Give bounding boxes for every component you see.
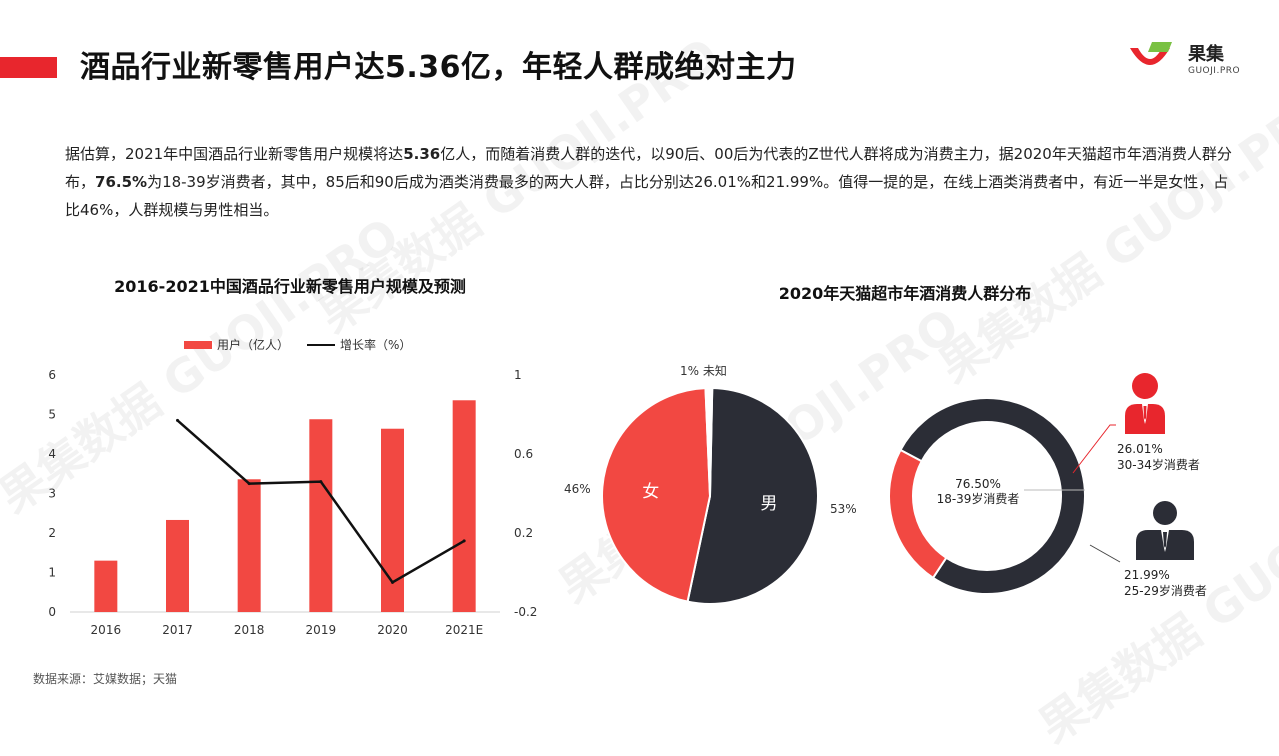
logo-text: 果集 bbox=[1188, 44, 1224, 65]
legend-label: 用户（亿人） bbox=[217, 338, 290, 352]
bar-chart-title: 2016-2021中国酒品行业新零售用户规模及预测 bbox=[114, 277, 466, 296]
pie-value-label: 53% bbox=[830, 502, 857, 516]
x-tick-label: 2021E bbox=[445, 623, 483, 637]
logo-icon bbox=[1130, 42, 1172, 65]
page-title: 酒品行业新零售用户达5.36亿，年轻人群成绝对主力 bbox=[80, 50, 797, 85]
intro-paragraph: 据估算，2021年中国酒品行业新零售用户规模将达5.36亿人，而随着消费人群的迭… bbox=[65, 140, 1240, 224]
growth-rate-point bbox=[319, 480, 323, 484]
legend-label: 增长率（%） bbox=[340, 338, 412, 352]
growth-rate-point bbox=[391, 580, 394, 584]
annotation-value: 21.99% bbox=[1124, 568, 1170, 582]
growth-rate-point bbox=[247, 482, 251, 486]
data-source: 数据来源：艾媒数据；天猫 bbox=[33, 672, 178, 686]
bar-2021E bbox=[452, 400, 476, 612]
x-tick-label: 2019 bbox=[306, 623, 337, 637]
x-tick-label: 2018 bbox=[234, 623, 265, 637]
pie-value-label: 1% 未知 bbox=[680, 364, 727, 378]
accent-bar bbox=[0, 57, 57, 78]
bar-2020 bbox=[381, 428, 404, 612]
x-tick-label: 2016 bbox=[91, 623, 122, 637]
donut-center-value: 76.50% bbox=[955, 477, 1001, 491]
bar-2016 bbox=[94, 560, 118, 612]
person-red-icon bbox=[1125, 373, 1165, 434]
pie-slice-未知 bbox=[704, 387, 714, 497]
intro-highlight: 5.36 bbox=[403, 145, 441, 163]
pie-slice-label: 男 bbox=[761, 494, 778, 514]
y-tick-label: 5 bbox=[48, 408, 56, 422]
pie-chart: 男 女 53% 46% 1% 未知 76.50%18-39岁消费者 26.01%30-34岁… bbox=[564, 364, 1207, 605]
growth-rate-point bbox=[462, 539, 466, 543]
bar-2019 bbox=[309, 419, 333, 612]
x-tick-label: 2020 bbox=[377, 623, 408, 637]
donut-segment bbox=[888, 448, 948, 580]
intro-highlight: 76.5% bbox=[95, 173, 148, 191]
annotation-value: 26.01% bbox=[1117, 442, 1163, 456]
y-tick-label: 4 bbox=[48, 447, 56, 461]
y2-tick-label: 0.6 bbox=[514, 447, 533, 461]
annotation-label: 25-29岁消费者 bbox=[1124, 583, 1207, 598]
y-tick-label: 0 bbox=[48, 605, 56, 619]
intro-text: 据估算，2021年中国酒品行业新零售用户规模将达 bbox=[65, 145, 404, 163]
annotation-leader-line bbox=[1089, 544, 1121, 563]
logo-subtext: GUOJI.PRO bbox=[1188, 66, 1241, 76]
bar-2018 bbox=[237, 479, 261, 612]
y-tick-label: 6 bbox=[48, 368, 56, 382]
annotation-label: 30-34岁消费者 bbox=[1117, 457, 1200, 472]
pie-slice-女 bbox=[601, 387, 712, 603]
donut-segment bbox=[899, 397, 1086, 595]
annotation-leader-line bbox=[1072, 424, 1116, 474]
pie-chart-title: 2020年天猫超市年酒消费人群分布 bbox=[778, 284, 1032, 303]
y-tick-label: 2 bbox=[48, 526, 56, 540]
growth-rate-point bbox=[176, 418, 179, 422]
pie-slice-男 bbox=[686, 387, 819, 605]
legend-item-growth: 增长率（%） bbox=[307, 336, 411, 353]
bar-chart-legend: 用户（亿人） 增长率（%） bbox=[184, 336, 411, 353]
bar-2017 bbox=[166, 519, 189, 612]
pie-value-label: 46% bbox=[564, 482, 591, 496]
person-dark-icon bbox=[1136, 501, 1194, 560]
y-tick-label: 3 bbox=[48, 487, 56, 501]
y-tick-label: 1 bbox=[48, 566, 56, 580]
pie-slice-label: 女 bbox=[642, 482, 659, 502]
donut-center-label: 18-39岁消费者 bbox=[937, 491, 1020, 506]
bar-chart: 0 1 2 3 4 5 6 -0.2 0.2 0.6 1 2016 2017 2018 2019 2020 20… bbox=[48, 368, 537, 637]
intro-text: 亿人，而随着消费人群的迭代，以90后、00后为代表的Z世代人群将成为消费主力，据… bbox=[65, 145, 1232, 191]
legend-swatch-line bbox=[307, 343, 336, 346]
x-tick-label: 2017 bbox=[162, 623, 193, 637]
legend-item-users: 用户（亿人） bbox=[184, 336, 289, 353]
legend-swatch-bar bbox=[184, 340, 212, 349]
y2-tick-label: 0.2 bbox=[514, 526, 533, 540]
y2-tick-label: 1 bbox=[514, 368, 522, 382]
intro-text: 为18-39岁消费者，其中，85后和90后成为酒类消费最多的两大人群，占比分别达… bbox=[65, 173, 1229, 219]
y2-tick-label: -0.2 bbox=[514, 605, 537, 619]
